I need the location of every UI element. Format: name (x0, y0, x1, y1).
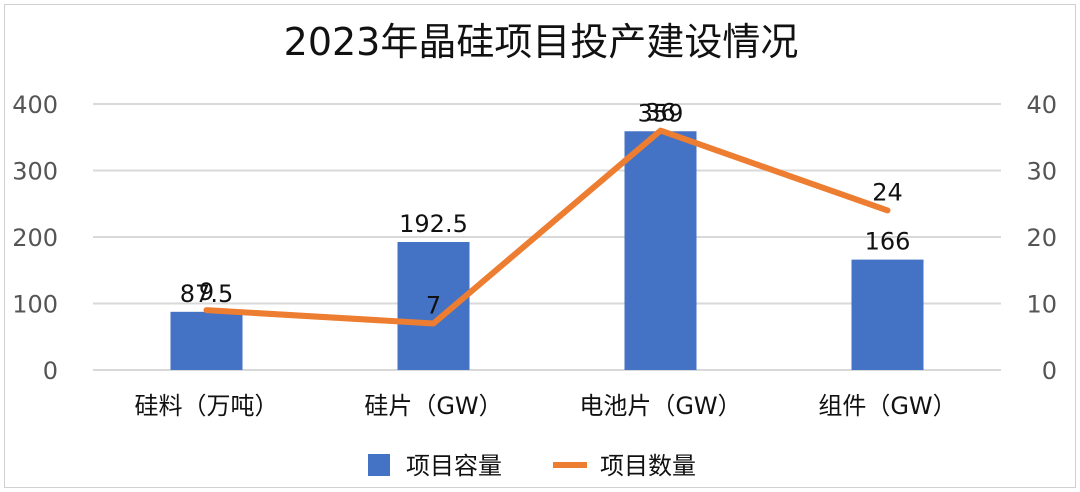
category-label: 硅片（GW） (364, 392, 502, 420)
right-tick-label: 20 (1026, 224, 1057, 252)
category-labels: 硅料（万吨） 硅片（GW） 电池片（GW） 组件（GW） (135, 392, 957, 420)
right-tick-label: 0 (1042, 357, 1057, 385)
category-label: 电池片（GW） (579, 392, 741, 420)
right-tick-label: 30 (1026, 158, 1057, 186)
bar-value-label: 166 (865, 228, 911, 256)
chart-frame: 2023年晶硅项目投产建设情况 0 100 200 300 400 0 10 20 30 40 … (4, 4, 1076, 488)
line-value-label: 7 (426, 291, 441, 319)
right-axis-ticks: 0 10 20 30 40 (1026, 91, 1057, 385)
right-tick-label: 10 (1026, 291, 1057, 319)
line-point (886, 209, 889, 212)
line-point (659, 129, 662, 132)
bar-value-label: 359 (638, 99, 684, 127)
bar-series (170, 131, 924, 370)
legend-label-line: 项目数量 (600, 452, 696, 480)
line-point (432, 322, 435, 325)
left-tick-label: 400 (12, 91, 58, 119)
bar (170, 311, 243, 370)
bar (851, 259, 924, 370)
right-tick-label: 40 (1026, 91, 1057, 119)
legend: 项目容量 项目数量 (368, 452, 696, 480)
left-axis-ticks: 0 100 200 300 400 (12, 91, 58, 385)
chart-title: 2023年晶硅项目投产建设情况 (284, 20, 799, 64)
category-label: 硅料（万吨） (135, 392, 279, 420)
line-series (203, 127, 891, 327)
left-tick-label: 0 (43, 357, 58, 385)
line-value-label: 36 (645, 99, 676, 127)
left-tick-label: 100 (12, 291, 58, 319)
data-labels: 87.5 192.5 359 166 9 7 36 24 (180, 99, 911, 320)
left-tick-label: 200 (12, 224, 58, 252)
bar-value-label: 87.5 (180, 280, 233, 308)
gridlines (93, 103, 1001, 371)
bar (624, 131, 697, 370)
bar-value-label: 192.5 (399, 210, 468, 238)
left-tick-label: 300 (12, 158, 58, 186)
line-value-label: 24 (872, 178, 903, 206)
category-label: 组件（GW） (818, 392, 956, 420)
legend-swatch-bar (368, 454, 390, 476)
line-path (203, 127, 891, 327)
line-point (205, 309, 208, 312)
line-value-label: 9 (199, 278, 214, 306)
legend-label-bar: 项目容量 (406, 452, 502, 480)
